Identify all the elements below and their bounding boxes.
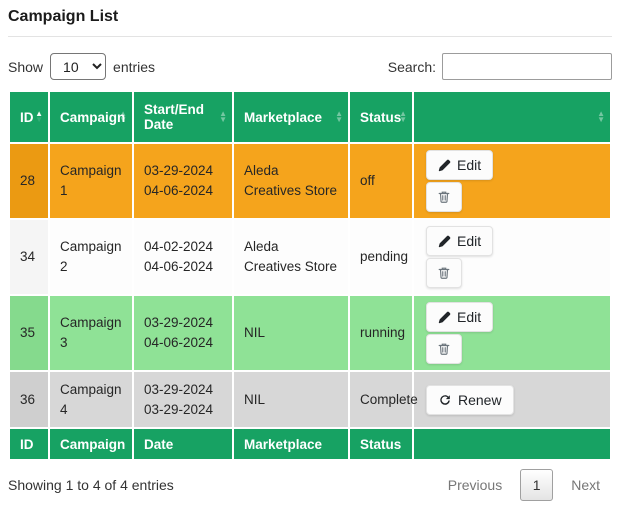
table-row: 28 Campaign 1 03-29-2024 04-06-2024 Aled… <box>10 144 610 218</box>
cell-actions: Edit <box>414 220 610 294</box>
cell-dates: 03-29-2024 03-29-2024 <box>134 372 232 428</box>
trash-icon <box>438 191 450 203</box>
start-date: 03-29-2024 <box>144 382 214 397</box>
cell-dates: 04-02-2024 04-06-2024 <box>134 220 232 294</box>
cell-marketplace: NIL <box>234 372 348 428</box>
cell-campaign: Campaign 2 <box>50 220 132 294</box>
table-header-row: ID ▲ ▼ Campaign ▲ ▼ Start/End Date ▲ ▼ Mark… <box>10 92 610 142</box>
next-page-button[interactable]: Next <box>571 477 600 494</box>
refresh-icon <box>440 394 450 405</box>
page-length-select[interactable]: 10 <box>50 53 107 80</box>
pagination: Previous 1 Next <box>436 469 612 502</box>
table-row: 34 Campaign 2 04-02-2024 04-06-2024 Aled… <box>10 220 610 294</box>
table-footer-row: ID Campaign Date Marketplace Status <box>10 429 610 460</box>
footer-col-status: Status <box>350 429 412 460</box>
renew-button[interactable]: Renew <box>426 384 514 415</box>
start-date: 03-29-2024 <box>144 163 214 179</box>
sort-icons: ▲ ▼ <box>597 109 605 124</box>
table-row: 35 Campaign 3 03-29-2024 04-06-2024 NIL … <box>10 296 610 370</box>
column-header-campaign[interactable]: Campaign ▲ ▼ <box>50 92 132 142</box>
cell-campaign: Campaign 4 <box>50 372 132 428</box>
end-date: 04-06-2024 <box>144 335 214 350</box>
sort-icons: ▲ ▼ <box>335 109 343 124</box>
pencil-icon <box>438 235 451 247</box>
cell-dates: 03-29-2024 04-06-2024 <box>134 144 232 218</box>
sort-icons: ▲ ▼ <box>119 109 127 124</box>
cell-campaign: Campaign 1 <box>50 144 132 218</box>
cell-actions: Edit <box>414 144 610 218</box>
cell-actions: Edit <box>414 296 610 370</box>
campaign-table: ID ▲ ▼ Campaign ▲ ▼ Start/End Date ▲ ▼ Mark… <box>8 90 612 461</box>
sort-icons: ▲ ▼ <box>219 109 227 124</box>
table-controls: Show 10 entries Search: <box>8 53 612 80</box>
sort-icons: ▲ ▼ <box>399 109 407 124</box>
end-date: 03-29-2024 <box>144 401 214 417</box>
delete-button[interactable] <box>426 258 462 288</box>
footer-col-marketplace: Marketplace <box>234 429 348 460</box>
cell-id: 35 <box>10 296 48 370</box>
entries-label: entries <box>113 58 156 75</box>
trash-icon <box>438 343 450 355</box>
cell-id: 28 <box>10 144 48 218</box>
column-header-actions[interactable]: ▲ ▼ <box>414 92 610 142</box>
cell-marketplace: Aleda Creatives Store <box>234 220 348 294</box>
footer-col-campaign: Campaign <box>50 429 132 460</box>
search-input[interactable] <box>442 53 612 80</box>
pencil-icon <box>438 159 451 171</box>
end-date: 04-06-2024 <box>144 259 214 274</box>
cell-dates: 03-29-2024 04-06-2024 <box>134 296 232 370</box>
start-date: 04-02-2024 <box>144 239 214 255</box>
edit-button[interactable]: Edit <box>426 302 494 332</box>
table-row: 36 Campaign 4 03-29-2024 03-29-2024 NIL … <box>10 372 610 428</box>
table-bottom-bar: Showing 1 to 4 of 4 entries Previous 1 N… <box>8 469 612 502</box>
pencil-icon <box>438 311 451 323</box>
edit-button[interactable]: Edit <box>426 150 494 180</box>
cell-marketplace: Aleda Creatives Store <box>234 144 348 218</box>
cell-campaign: Campaign 3 <box>50 296 132 370</box>
search-label: Search: <box>387 58 436 75</box>
cell-status: off <box>350 144 412 218</box>
footer-col-date: Date <box>134 429 232 460</box>
end-date: 04-06-2024 <box>144 183 214 198</box>
delete-button[interactable] <box>426 334 462 364</box>
sort-asc-icon: ▲ ▼ <box>35 109 43 124</box>
trash-icon <box>438 267 450 279</box>
previous-page-button[interactable]: Previous <box>447 477 503 494</box>
footer-col-actions <box>414 429 610 460</box>
search-control: Search: <box>388 53 612 80</box>
footer-col-id: ID <box>10 429 48 460</box>
column-header-date[interactable]: Start/End Date ▲ ▼ <box>134 92 232 142</box>
start-date: 03-29-2024 <box>144 315 214 331</box>
delete-button[interactable] <box>426 182 462 212</box>
show-label: Show <box>8 58 44 75</box>
cell-status: pending <box>350 220 412 294</box>
cell-id: 34 <box>10 220 48 294</box>
divider <box>8 36 612 37</box>
edit-button[interactable]: Edit <box>426 226 494 256</box>
entries-info: Showing 1 to 4 of 4 entries <box>8 477 174 494</box>
cell-actions: Renew <box>414 372 610 428</box>
page-length-control: Show 10 entries <box>8 53 155 80</box>
page-title: Campaign List <box>8 8 119 25</box>
cell-status: Complete <box>350 372 418 428</box>
column-header-status[interactable]: Status ▲ ▼ <box>350 92 412 142</box>
cell-id: 36 <box>10 372 48 428</box>
column-header-marketplace[interactable]: Marketplace ▲ ▼ <box>234 92 348 142</box>
column-header-id[interactable]: ID ▲ ▼ <box>10 92 48 142</box>
cell-status: running <box>350 296 412 370</box>
page-number-button[interactable]: 1 <box>520 469 554 502</box>
cell-marketplace: NIL <box>234 296 348 370</box>
